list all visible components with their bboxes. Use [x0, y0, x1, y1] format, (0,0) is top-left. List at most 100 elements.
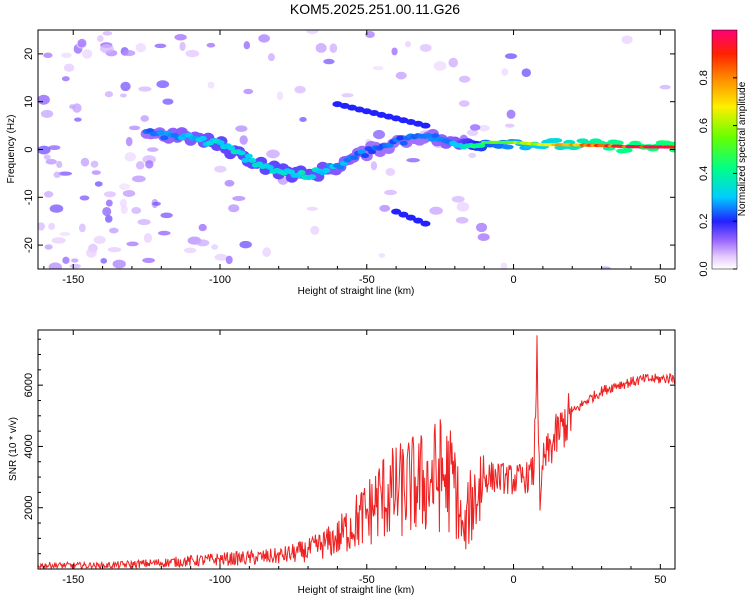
noise-blob [135, 161, 145, 170]
noise-blob [79, 195, 90, 201]
noise-blob [48, 145, 61, 151]
noise-blob [207, 81, 215, 89]
ridge-point [156, 130, 165, 136]
noise-blob [378, 253, 386, 258]
noise-blob [69, 263, 81, 269]
top-y-axis-label: Frequency (Hz) [6, 115, 17, 184]
noise-blob [384, 189, 397, 196]
noise-blob [501, 68, 509, 76]
ridge-point [241, 157, 250, 163]
ridge-point [198, 135, 207, 141]
colorbar-gradient [711, 29, 738, 270]
noise-blob [61, 52, 72, 59]
noise-blob [105, 199, 113, 207]
noise-blob [329, 43, 338, 54]
noise-blob [99, 44, 114, 54]
noise-blob [137, 218, 151, 226]
colorbar-tick-label: 0.4 [698, 166, 710, 181]
top-x-tick-label: 0 [510, 274, 516, 286]
noise-blob [131, 207, 142, 214]
noise-blob [174, 34, 187, 41]
noise-blob [451, 195, 465, 203]
ridge-point [477, 142, 486, 148]
colorbar: 0.0 0.2 0.4 0.6 0.8 Normalized spectral ampl… [698, 29, 748, 277]
noise-blob [306, 30, 319, 35]
noise-blob [156, 80, 170, 89]
noise-blob [152, 201, 161, 206]
noise-blob [456, 201, 470, 212]
noise-blob [97, 34, 104, 43]
ridge-point [248, 157, 257, 163]
noise-blob [404, 41, 412, 48]
noise-blob [466, 129, 479, 137]
noise-blob [157, 230, 171, 236]
noise-blob [74, 117, 82, 122]
noise-blob [267, 53, 275, 62]
noise-blob [131, 175, 146, 183]
noise-blob [102, 31, 113, 36]
noise-blob [239, 240, 252, 249]
noise-blob [126, 241, 139, 247]
noise-blob [124, 152, 137, 162]
noise-blob [310, 225, 320, 235]
ridge-halo [550, 137, 563, 143]
top-y-tick-label: 0 [23, 146, 35, 152]
ridge-point [227, 145, 236, 151]
noise-blob [433, 61, 447, 71]
noise-blob [44, 244, 53, 250]
noise-blob [228, 204, 240, 213]
noise-blob [504, 123, 515, 128]
noise-blob [90, 160, 99, 168]
noise-blob [63, 63, 75, 72]
noise-blob [160, 212, 173, 219]
noise-blob [48, 262, 62, 269]
noise-blob [142, 257, 155, 264]
noise-blob [478, 124, 490, 132]
noise-blob [112, 259, 126, 269]
bottom-x-tick-label: 0 [510, 574, 516, 586]
noise-blob [86, 247, 97, 258]
noise-blob [56, 160, 63, 169]
noise-blob [140, 115, 149, 122]
noise-blob [104, 91, 114, 98]
noise-blob [61, 76, 70, 82]
noise-blob [196, 239, 210, 247]
noise-blob [119, 93, 127, 98]
ridge-point [396, 135, 405, 141]
snr-panel: -150 -100 -50 0 50 2000 4000 6000 Height of st… [8, 329, 676, 596]
noise-blob [198, 223, 207, 232]
noise-blob [48, 222, 56, 230]
ridge-halo [664, 141, 675, 147]
ridge-point [350, 155, 359, 161]
snr-frame [37, 329, 676, 570]
colorbar-tick-label: 0.2 [698, 214, 710, 229]
noise-blob [94, 181, 103, 187]
noise-blob [370, 161, 378, 171]
secondary-feature [420, 122, 431, 129]
noise-blob [43, 154, 51, 160]
bottom-x-tick-label: -100 [209, 574, 231, 586]
noise-blob [406, 157, 420, 163]
noise-blob [372, 129, 386, 140]
ridge-halo [492, 143, 505, 149]
snr-series-line [38, 335, 675, 569]
ridge-point [265, 164, 274, 170]
noise-blob [469, 124, 481, 131]
noise-blob [341, 93, 354, 98]
noise-blob [458, 100, 470, 107]
ridge-point [336, 164, 345, 170]
noise-blob [455, 216, 469, 224]
noise-blob [38, 222, 45, 231]
noise-blob [53, 171, 61, 178]
ridge-point [308, 174, 317, 180]
noise-blob [506, 109, 516, 119]
noise-blob [77, 38, 87, 48]
top-x-tick-label: -150 [62, 274, 84, 286]
noise-blob [38, 145, 51, 155]
noise-blob [211, 244, 219, 250]
top-y-tick-label: -20 [23, 237, 35, 253]
noise-blob [521, 68, 531, 77]
colorbar-tick-label: 0.0 [698, 261, 710, 276]
noise-blob [58, 171, 73, 176]
